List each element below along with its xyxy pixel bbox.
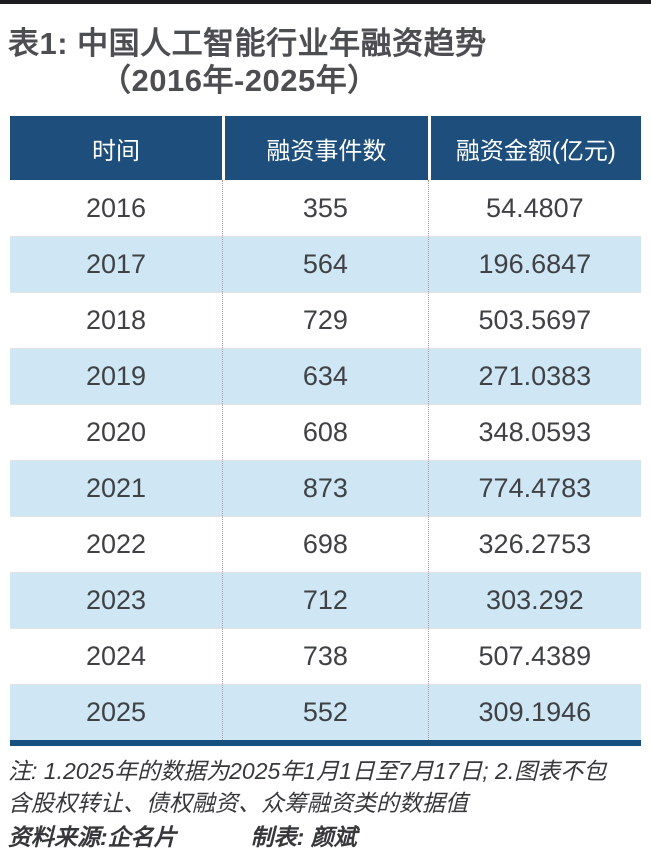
top-edge-bar — [0, 0, 651, 4]
table-row: 2016 355 54.4807 — [10, 180, 641, 236]
cell-year: 2019 — [85, 361, 147, 391]
table-row: 2019 634 271.0383 — [10, 348, 641, 404]
footnotes: 注: 1.2025年的数据为2025年1月1日至7月17日; 2.图表不包 含股… — [8, 755, 646, 853]
cell-amount: 507.4389 — [427, 629, 641, 684]
cell-year: 2024 — [85, 641, 147, 671]
header-cell-event-count: 融资事件数 — [222, 116, 428, 180]
cell-event-count: 355 — [222, 180, 428, 236]
footnote-line2: 含股权转让、债权融资、众筹融资类的数据值 — [8, 790, 468, 816]
table-row: 2020 608 348.0593 — [10, 404, 641, 460]
cell-amount: 271.0383 — [427, 349, 641, 404]
header-cell-amount: 融资金额(亿元) — [427, 116, 641, 180]
credit-line: 资料来源:企名片 制表: 颜斌 — [8, 821, 646, 853]
cell-year: 2020 — [85, 417, 147, 447]
cell-event-count: 729 — [222, 293, 428, 348]
table-row: 2021 873 774.4783 — [10, 460, 641, 516]
footnote-line1: 注: 1.2025年的数据为2025年1月1日至7月17日; 2.图表不包 — [8, 758, 607, 784]
table-row: 2023 712 303.292 — [10, 572, 641, 628]
table-title-line2: （2016年-2025年） — [100, 63, 379, 98]
table-row: 2025 552 309.1946 — [10, 684, 641, 740]
table-body: 2016 355 54.4807 2017 564 196.6847 2018 … — [10, 180, 641, 740]
cell-event-count: 608 — [222, 405, 428, 460]
cell-year: 2025 — [85, 697, 147, 727]
cell-year: 2018 — [85, 305, 147, 335]
cell-amount: 326.2753 — [427, 517, 641, 572]
cell-amount: 54.4807 — [427, 180, 641, 236]
cell-year: 2023 — [85, 585, 147, 615]
table-bottom-rule — [10, 740, 641, 746]
table-row: 2018 729 503.5697 — [10, 292, 641, 348]
data-source: 资料来源:企名片 — [8, 824, 177, 850]
cell-year: 2017 — [85, 249, 147, 279]
table-row: 2024 738 507.4389 — [10, 628, 641, 684]
table-credit: 制表: 颜斌 — [250, 824, 357, 850]
cell-event-count: 873 — [222, 461, 428, 516]
financing-table: 时间 融资事件数 融资金额(亿元) 2016 355 54.4807 2017 … — [10, 116, 641, 740]
table-title: 表1: 中国人工智能行业年融资趋势 （2016年-2025年） — [8, 25, 651, 99]
cell-year: 2021 — [85, 473, 147, 503]
cell-amount: 196.6847 — [427, 237, 641, 292]
cell-amount: 503.5697 — [427, 293, 641, 348]
cell-year: 2022 — [85, 529, 147, 559]
cell-amount: 303.292 — [427, 573, 641, 628]
cell-event-count: 698 — [222, 517, 428, 572]
cell-amount: 774.4783 — [427, 461, 641, 516]
table-row: 2017 564 196.6847 — [10, 236, 641, 292]
table-title-line1: 表1: 中国人工智能行业年融资趋势 — [8, 26, 487, 61]
cell-event-count: 738 — [222, 629, 428, 684]
cell-year: 2016 — [85, 192, 147, 223]
cell-event-count: 564 — [222, 237, 428, 292]
cell-event-count: 712 — [222, 573, 428, 628]
table-row: 2022 698 326.2753 — [10, 516, 641, 572]
table-header-row: 时间 融资事件数 融资金额(亿元) — [10, 116, 641, 180]
cell-event-count: 552 — [222, 685, 428, 740]
cell-amount: 348.0593 — [427, 405, 641, 460]
cell-amount: 309.1946 — [427, 685, 641, 740]
header-cell-time: 时间 — [92, 137, 140, 165]
cell-event-count: 634 — [222, 349, 428, 404]
